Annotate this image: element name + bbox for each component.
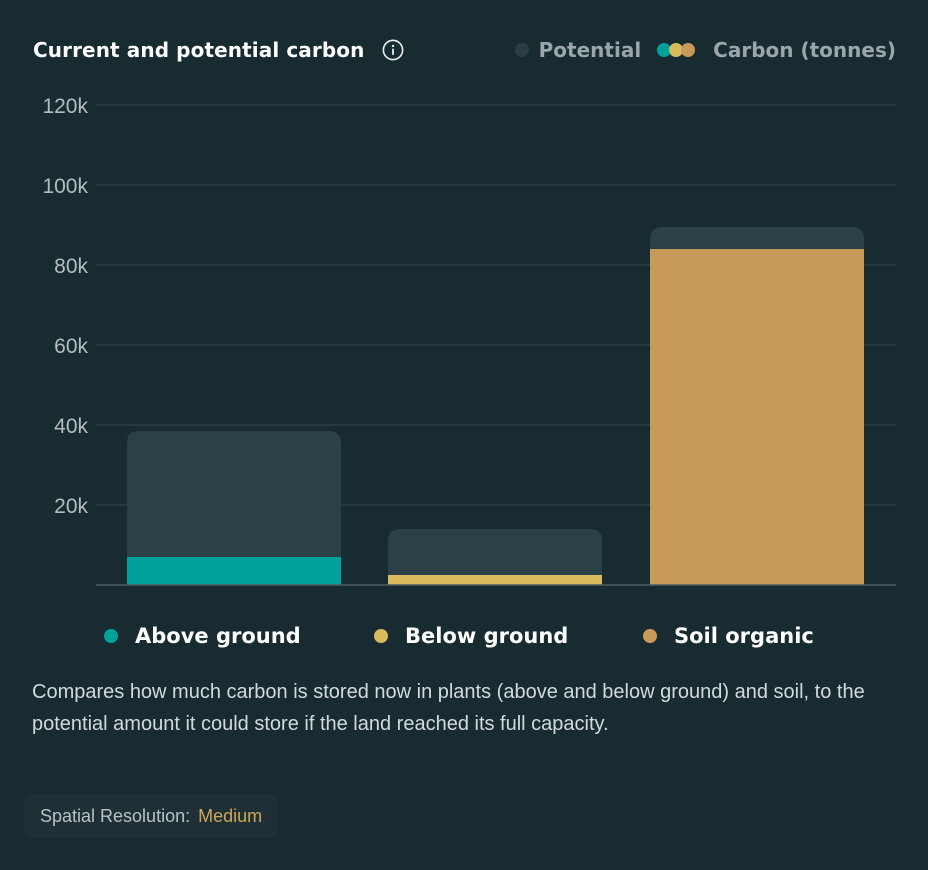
potential-legend-label: Potential xyxy=(538,38,642,62)
potential-bar xyxy=(388,529,602,585)
category-legend: Above ground Below ground Soil organic xyxy=(0,620,928,652)
above-ground-dot xyxy=(104,629,118,643)
y-tick-label: 120k xyxy=(42,95,88,118)
above-ground-label: Above ground xyxy=(135,624,301,648)
potential-legend-dot xyxy=(514,43,529,57)
current-carbon-bar xyxy=(388,575,602,585)
y-tick-label: 20k xyxy=(54,495,88,518)
bar-chart: 20k 40k 60k 80k 100k 120k xyxy=(42,95,896,586)
chart-area: 20k 40k 60k 80k 100k 120k xyxy=(0,80,928,600)
current-carbon-bar xyxy=(650,249,864,585)
potential-bar xyxy=(127,431,341,585)
spatial-resolution-key: Spatial Resolution: xyxy=(40,805,191,826)
below-ground-dot xyxy=(374,629,388,643)
soil-organic-label: Soil organic xyxy=(674,624,814,648)
y-tick-label: 100k xyxy=(42,175,88,198)
y-tick-label: 80k xyxy=(54,255,88,278)
legend-item-above-ground: Above ground xyxy=(104,620,301,652)
chart-header: Current and potential carbon Potential C… xyxy=(33,30,896,70)
y-tick-label: 60k xyxy=(54,335,88,358)
below-ground-label: Below ground xyxy=(405,624,569,648)
chart-description: Compares how much carbon is stored now i… xyxy=(32,681,865,735)
soil-organic-dot xyxy=(643,629,657,643)
carbon-legend-dots xyxy=(657,43,697,57)
spatial-resolution-value: Medium xyxy=(198,805,263,826)
current-carbon-bar xyxy=(127,557,341,585)
carbon-legend-label: Carbon (tonnes) xyxy=(713,38,896,62)
legend-item-soil-organic: Soil organic xyxy=(643,620,814,652)
spatial-resolution-badge: Spatial Resolution: Medium xyxy=(24,794,279,838)
info-icon[interactable] xyxy=(382,39,404,61)
chart-title: Current and potential carbon xyxy=(33,38,365,62)
legend-item-below-ground: Below ground xyxy=(374,620,568,652)
y-tick-label: 40k xyxy=(54,415,88,438)
top-legend: Potential Carbon (tonnes) xyxy=(514,38,896,62)
title-group: Current and potential carbon xyxy=(33,38,404,62)
